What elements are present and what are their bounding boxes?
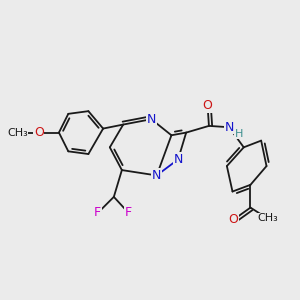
Text: O: O xyxy=(34,126,44,139)
Text: N: N xyxy=(152,169,161,182)
Text: F: F xyxy=(94,206,101,219)
Text: O: O xyxy=(203,99,212,112)
Text: N: N xyxy=(147,113,156,126)
Text: N: N xyxy=(173,153,183,166)
Text: CH₃: CH₃ xyxy=(7,128,28,138)
Text: H: H xyxy=(235,129,243,139)
Text: N: N xyxy=(224,121,234,134)
Text: O: O xyxy=(229,213,238,226)
Text: CH₃: CH₃ xyxy=(257,213,278,223)
Text: F: F xyxy=(125,206,132,219)
